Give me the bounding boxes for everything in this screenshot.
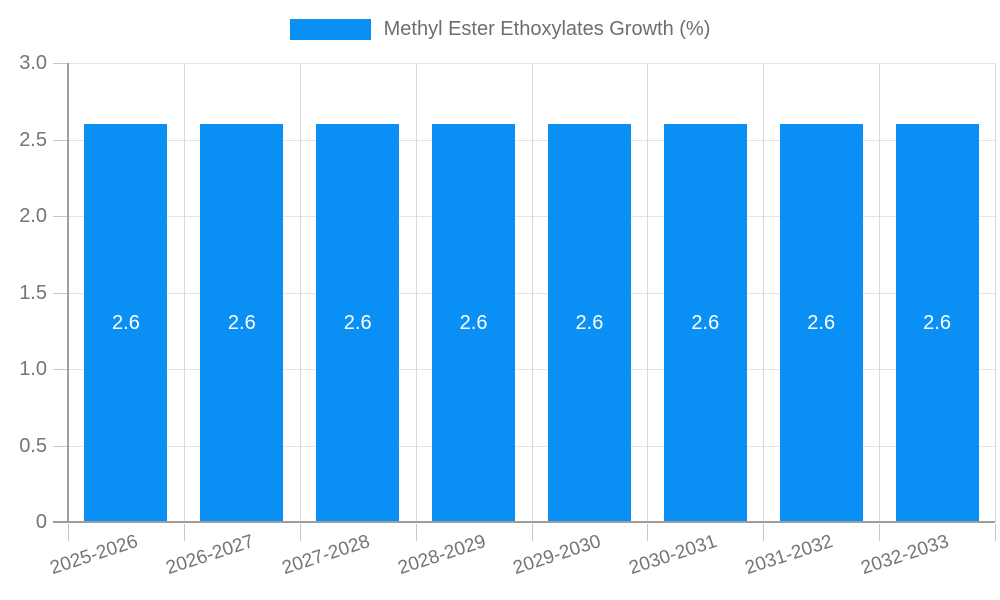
y-axis-line: [67, 63, 69, 522]
v-gridline: [415, 63, 417, 522]
x-axis-line: [53, 521, 995, 523]
bar: [200, 124, 284, 522]
bar-value-label: 2.6: [691, 312, 720, 335]
v-gridline: [647, 63, 649, 522]
y-axis-tick: [53, 63, 68, 64]
y-axis-label: 0: [35, 511, 47, 533]
bar-value-label: 2.6: [227, 312, 256, 335]
bar: [663, 124, 747, 522]
x-axis-tick: [879, 524, 881, 541]
v-gridline: [531, 63, 533, 522]
y-axis-tick: [53, 216, 68, 217]
y-axis-label: 0.5: [19, 434, 47, 457]
x-axis-tick: [68, 524, 69, 541]
x-axis-tick: [183, 524, 185, 541]
x-axis-tick: [995, 524, 996, 541]
bar: [84, 124, 168, 522]
y-axis-label: 1.0: [19, 358, 47, 380]
bar: [779, 124, 863, 522]
y-axis-label: 2.5: [19, 128, 47, 151]
bar-value-label: 2.6: [807, 312, 836, 335]
bar-value-label: 2.6: [343, 312, 372, 335]
bar-value-label: 2.6: [459, 312, 488, 335]
x-axis-tick: [415, 524, 417, 541]
x-axis-tick: [647, 524, 649, 541]
v-gridline: [995, 63, 996, 522]
y-axis-label: 1.5: [19, 281, 47, 304]
v-gridline: [879, 63, 881, 522]
legend[interactable]: Methyl Ester Ethoxylates Growth (%): [0, 18, 1000, 41]
bar-value-label: 2.6: [112, 312, 140, 335]
x-axis-tick: [299, 524, 301, 541]
bar: [547, 124, 631, 522]
v-gridline: [183, 63, 185, 522]
bar: [895, 124, 979, 522]
x-axis-tick: [763, 524, 765, 541]
bar: [316, 124, 400, 522]
y-axis-label: 3.0: [19, 52, 47, 74]
y-axis-tick: [53, 139, 68, 141]
legend-label: Methyl Ester Ethoxylates Growth (%): [383, 18, 711, 40]
y-axis-label: 2.0: [19, 205, 47, 227]
v-gridline: [299, 63, 301, 522]
bar-value-label: 2.6: [575, 312, 604, 335]
x-axis-tick: [531, 524, 533, 541]
v-gridline: [763, 63, 765, 522]
bar-value-label: 2.6: [923, 312, 951, 335]
y-axis-tick: [53, 445, 68, 447]
bar: [432, 124, 516, 522]
y-axis-tick: [53, 369, 68, 370]
y-axis-tick: [53, 292, 68, 294]
legend-swatch-icon: [289, 19, 371, 40]
